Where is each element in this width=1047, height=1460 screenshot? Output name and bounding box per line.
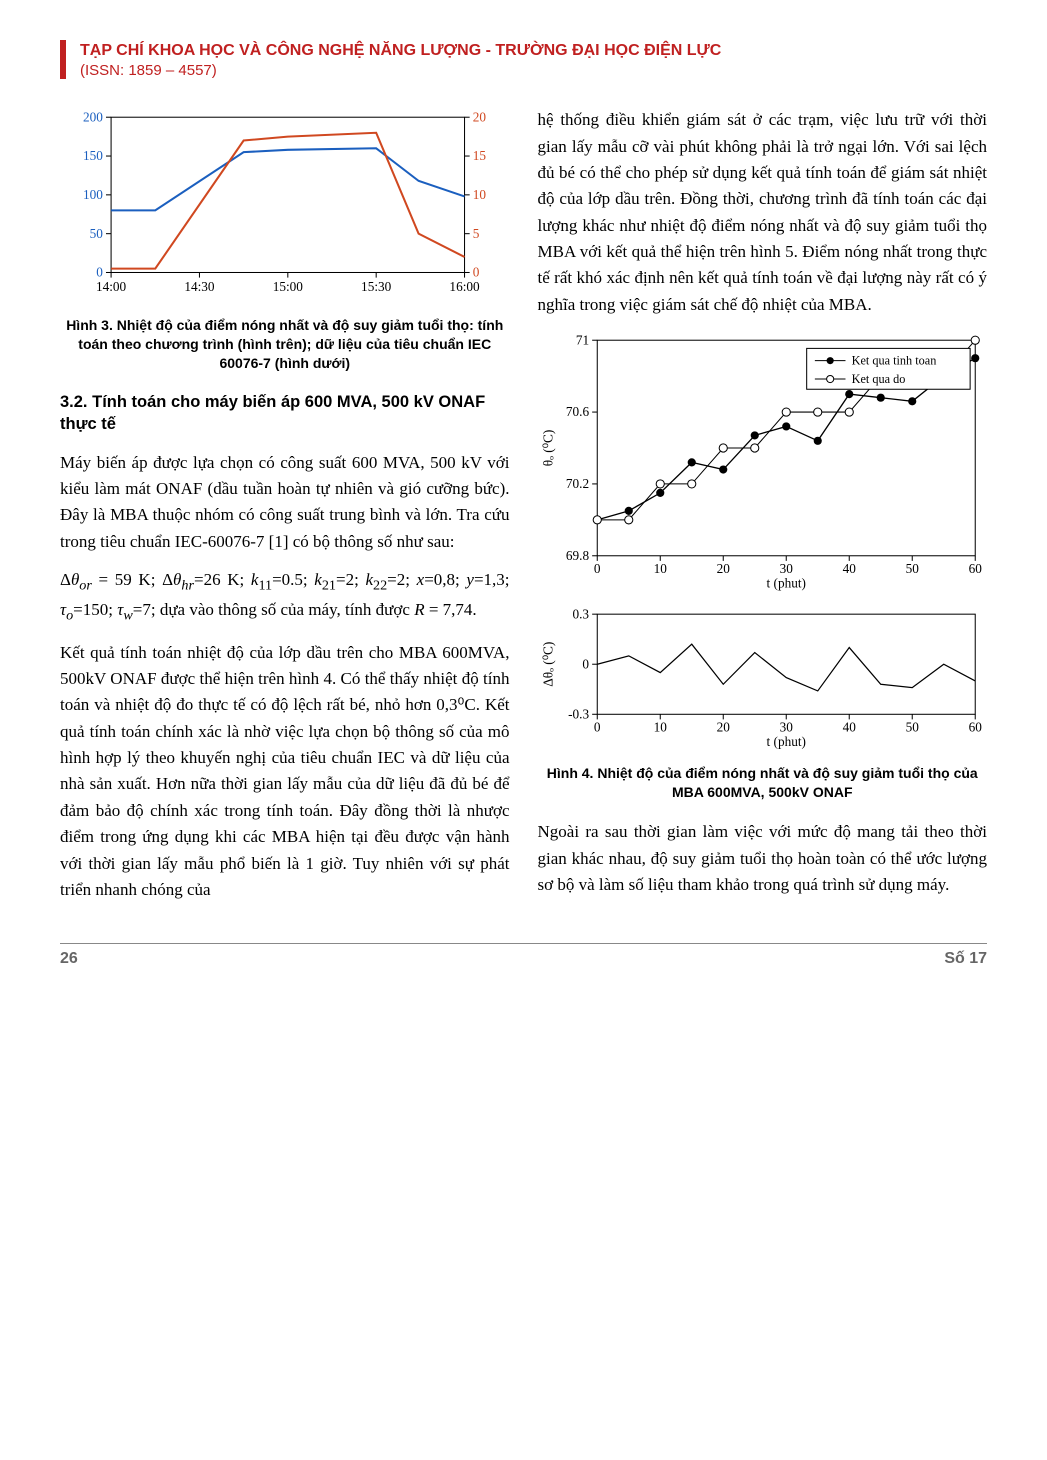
svg-text:200: 200	[83, 110, 103, 125]
svg-text:0: 0	[96, 265, 103, 280]
figure-4-bottom-chart: -0.3 0 0.3 0 10 20 30 40 50 60 t (phut) Δθₒ (⁰C)	[538, 606, 988, 754]
svg-text:14:30: 14:30	[184, 279, 215, 294]
svg-text:150: 150	[83, 149, 103, 164]
svg-text:16:00: 16:00	[449, 279, 480, 294]
journal-issn: (ISSN: 1859 – 4557)	[80, 62, 987, 79]
svg-text:60: 60	[968, 561, 982, 576]
paragraph-4: Ngoài ra sau thời gian làm việc với mức …	[538, 819, 988, 898]
svg-text:69.8: 69.8	[565, 548, 589, 563]
svg-text:14:00: 14:00	[96, 279, 127, 294]
section-heading: 3.2. Tính toán cho máy biến áp 600 MVA, …	[60, 391, 510, 436]
left-column: 0 50 100 150 200 0 5 10 15 20 14:00 14:30 15:00 15:30…	[60, 107, 510, 915]
svg-text:Ket qua do: Ket qua do	[851, 372, 905, 386]
paragraph-3: hệ thống điều khiển giám sát ở các trạm,…	[538, 107, 988, 318]
journal-title: TẠP CHÍ KHOA HỌC VÀ CÔNG NGHỆ NĂNG LƯỢNG…	[80, 40, 987, 62]
svg-text:40: 40	[842, 561, 856, 576]
svg-text:30: 30	[779, 561, 793, 576]
paragraph-1: Máy biến áp được lựa chọn có công suất 6…	[60, 450, 510, 555]
svg-text:15:30: 15:30	[361, 279, 392, 294]
svg-text:50: 50	[905, 561, 919, 576]
svg-text:20: 20	[716, 719, 730, 734]
svg-text:70.6: 70.6	[565, 404, 589, 419]
svg-text:t (phut): t (phut)	[766, 576, 805, 591]
svg-text:Ket qua tinh toan: Ket qua tinh toan	[851, 354, 936, 368]
svg-text:40: 40	[842, 719, 856, 734]
paragraph-2: Kết quả tính toán nhiệt độ của lớp dầu t…	[60, 640, 510, 903]
svg-text:15:00: 15:00	[273, 279, 304, 294]
svg-text:5: 5	[473, 226, 480, 241]
svg-text:70.2: 70.2	[565, 476, 588, 491]
svg-text:0: 0	[582, 656, 589, 671]
svg-text:0: 0	[593, 719, 600, 734]
right-column: hệ thống điều khiển giám sát ở các trạm,…	[538, 107, 988, 915]
figure-4-caption: Hình 4. Nhiệt độ của điểm nóng nhất và đ…	[538, 764, 988, 802]
journal-header: TẠP CHÍ KHOA HỌC VÀ CÔNG NGHỆ NĂNG LƯỢNG…	[60, 40, 987, 79]
svg-text:0.3: 0.3	[572, 606, 589, 621]
svg-text:10: 10	[473, 187, 487, 202]
svg-text:t (phut): t (phut)	[766, 734, 805, 749]
section-number: 3.2.	[60, 393, 88, 411]
svg-text:100: 100	[83, 187, 103, 202]
svg-text:0: 0	[593, 561, 600, 576]
figure-3-chart: 0 50 100 150 200 0 5 10 15 20 14:00 14:30 15:00 15:30…	[60, 107, 510, 306]
svg-text:60: 60	[968, 719, 982, 734]
svg-text:10: 10	[653, 719, 667, 734]
parameters-line: Δθor = 59 K; Δθhr=26 K; k11=0.5; k21=2; …	[60, 567, 510, 628]
svg-text:20: 20	[716, 561, 730, 576]
page-number: 26	[60, 950, 78, 968]
svg-text:50: 50	[905, 719, 919, 734]
section-title: Tính toán cho máy biến áp 600 MVA, 500 k…	[60, 393, 485, 433]
page-footer: 26 Số 17	[60, 943, 987, 968]
svg-text:15: 15	[473, 149, 487, 164]
svg-text:10: 10	[653, 561, 667, 576]
issue-number: Số 17	[944, 950, 987, 968]
svg-text:θₒ (⁰C): θₒ (⁰C)	[540, 430, 555, 467]
svg-text:-0.3: -0.3	[568, 706, 589, 721]
svg-text:71: 71	[575, 332, 588, 347]
svg-text:50: 50	[90, 226, 104, 241]
svg-text:30: 30	[779, 719, 793, 734]
svg-text:20: 20	[473, 110, 487, 125]
figure-3-caption: Hình 3. Nhiệt độ của điểm nóng nhất và đ…	[60, 316, 510, 373]
svg-text:Δθₒ (⁰C): Δθₒ (⁰C)	[540, 641, 555, 686]
figure-4-top-chart: 69.8 70.2 70.6 71 0 10 20 30 40 50 60 t (phut) θₒ (⁰…	[538, 330, 988, 596]
svg-text:0: 0	[473, 265, 480, 280]
